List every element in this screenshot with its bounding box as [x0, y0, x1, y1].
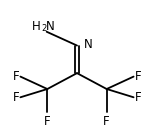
Text: H: H: [32, 20, 41, 33]
Text: F: F: [103, 115, 110, 128]
Text: F: F: [12, 91, 19, 104]
Text: F: F: [12, 70, 19, 83]
Text: N: N: [46, 20, 55, 33]
Text: F: F: [44, 115, 51, 128]
Text: F: F: [135, 70, 142, 83]
Text: F: F: [135, 91, 142, 104]
Text: N: N: [84, 38, 93, 51]
Text: 2: 2: [42, 24, 47, 33]
